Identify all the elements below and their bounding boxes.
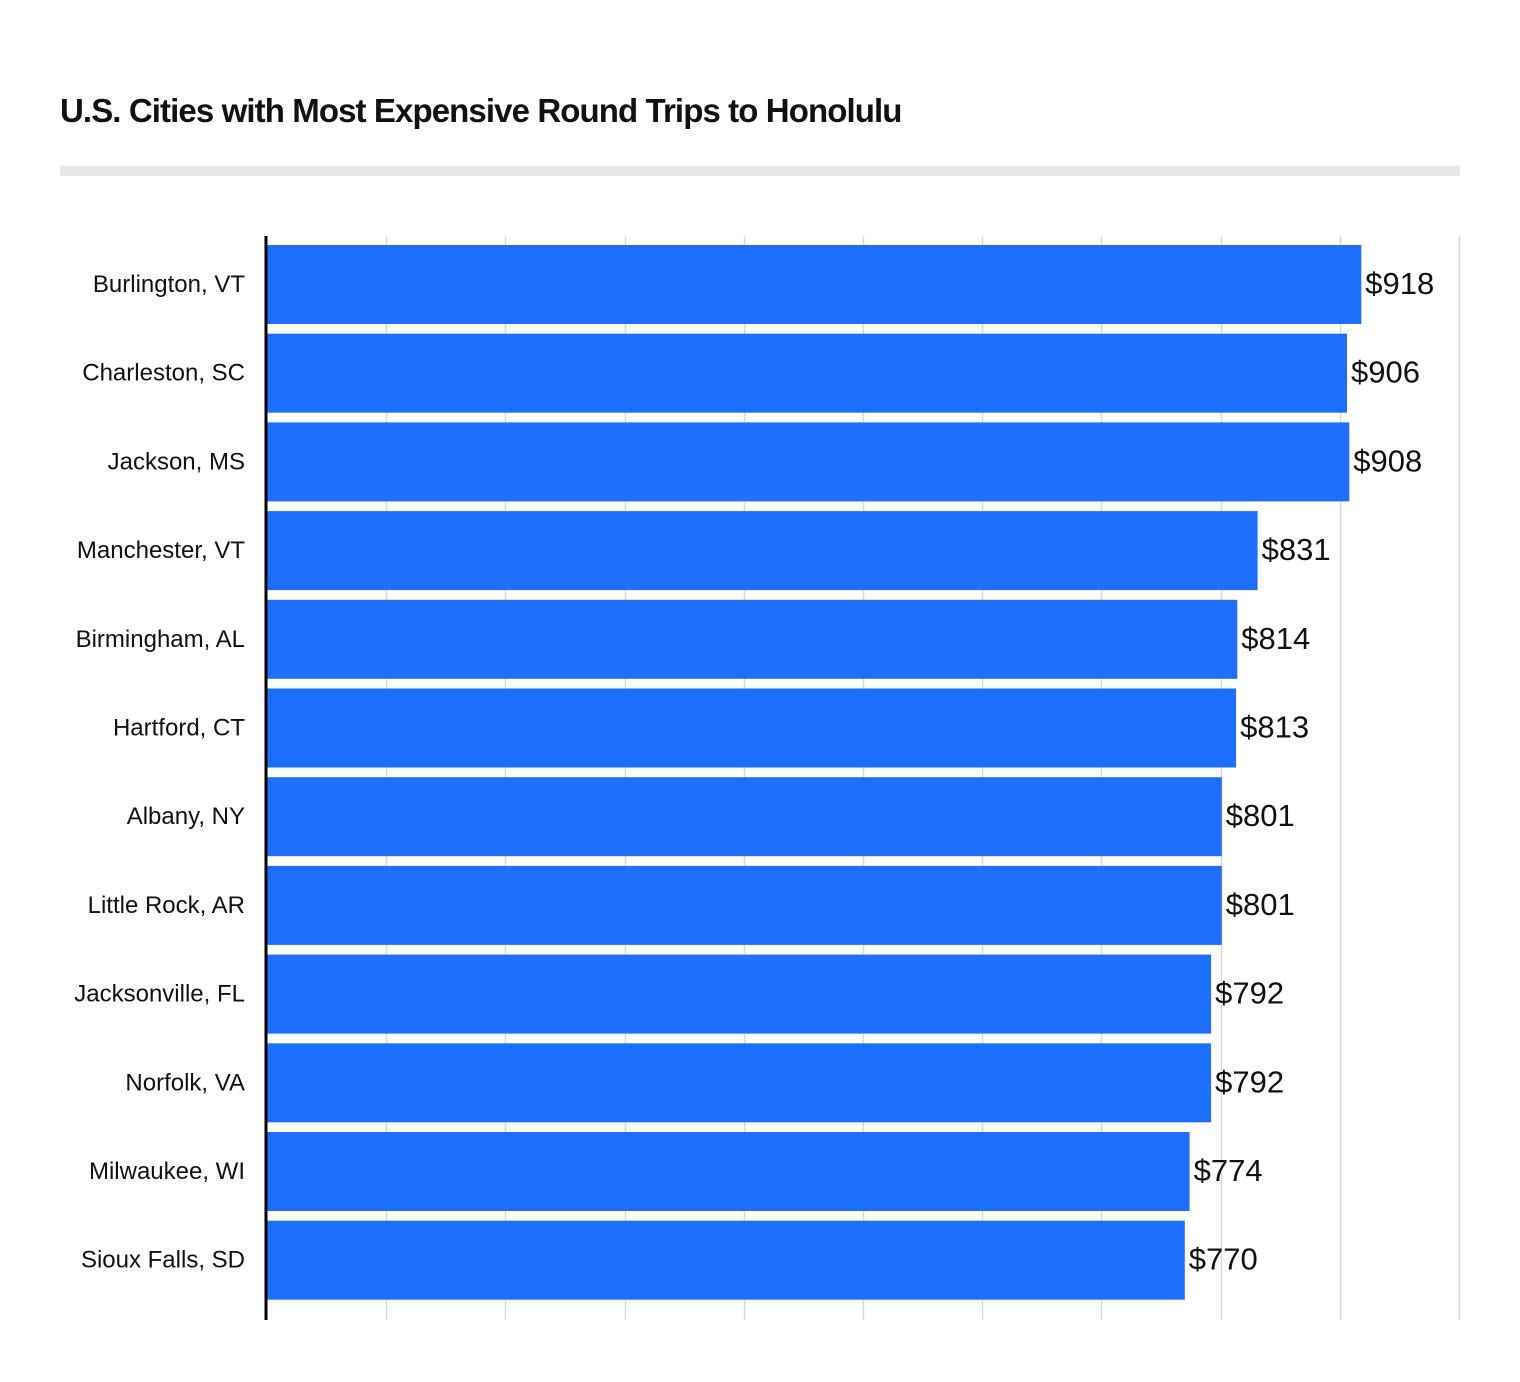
value-label: $770 bbox=[1189, 1242, 1258, 1277]
category-label: Sioux Falls, SD bbox=[81, 1247, 245, 1274]
category-labels: Burlington, VT Charleston, SC Jackson, MS M… bbox=[74, 271, 245, 1274]
bar bbox=[267, 511, 1258, 591]
category-label: Albany, NY bbox=[127, 803, 245, 830]
value-label: $906 bbox=[1351, 355, 1420, 390]
value-labels: $918 $906 $908 $831 $814 $813 $801 $801 $792 $792… bbox=[1189, 266, 1434, 1277]
bar bbox=[267, 688, 1237, 768]
category-label: Burlington, VT bbox=[93, 271, 245, 298]
category-label: Hartford, CT bbox=[113, 715, 245, 742]
value-label: $813 bbox=[1240, 710, 1309, 745]
category-label: Norfolk, VA bbox=[125, 1069, 245, 1096]
category-label: Milwaukee, WI bbox=[89, 1158, 245, 1185]
category-label: Birmingham, AL bbox=[76, 626, 245, 653]
value-label: $801 bbox=[1226, 798, 1295, 833]
bar bbox=[267, 333, 1347, 413]
bar bbox=[267, 954, 1212, 1034]
value-label: $908 bbox=[1353, 443, 1422, 478]
chart-title: U.S. Cities with Most Expensive Round Tr… bbox=[60, 92, 902, 129]
category-label: Little Rock, AR bbox=[88, 892, 245, 919]
value-label: $801 bbox=[1226, 887, 1295, 922]
title-divider bbox=[60, 166, 1460, 176]
value-label: $774 bbox=[1194, 1153, 1263, 1188]
bars bbox=[267, 245, 1362, 1300]
value-label: $918 bbox=[1365, 266, 1434, 301]
category-label: Charleston, SC bbox=[82, 360, 245, 387]
bar bbox=[267, 865, 1222, 945]
value-label: $792 bbox=[1215, 976, 1284, 1011]
bar bbox=[267, 599, 1238, 679]
category-label: Jacksonville, FL bbox=[74, 981, 245, 1008]
value-label: $814 bbox=[1241, 621, 1310, 656]
bar bbox=[267, 1043, 1212, 1123]
bar bbox=[267, 1220, 1185, 1300]
bar bbox=[267, 422, 1350, 502]
bar bbox=[267, 1132, 1190, 1211]
value-label: $831 bbox=[1262, 532, 1331, 567]
bar bbox=[267, 245, 1362, 324]
category-label: Jackson, MS bbox=[108, 448, 245, 475]
value-label: $792 bbox=[1215, 1064, 1284, 1099]
category-label: Manchester, VT bbox=[77, 537, 245, 564]
bar bbox=[267, 777, 1222, 857]
